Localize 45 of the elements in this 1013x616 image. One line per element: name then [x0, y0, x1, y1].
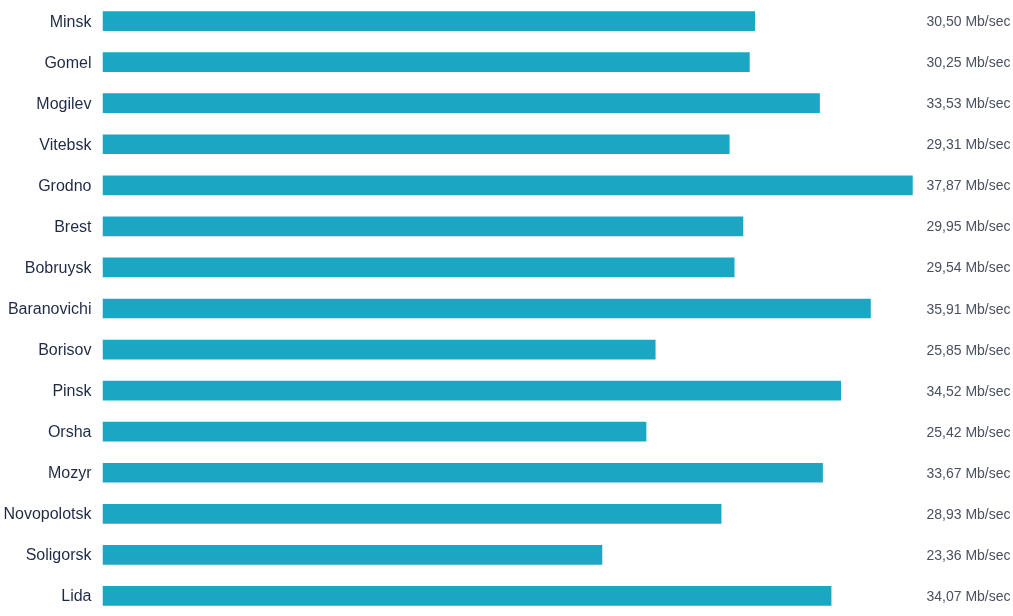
- bar: [102, 52, 750, 72]
- y-tick-label: Gomel: [44, 53, 92, 71]
- bar: [102, 257, 735, 278]
- bar: [102, 380, 842, 401]
- data-label: 33,67 Mb/sec: [926, 464, 1011, 481]
- data-label: 23,36 Mb/sec: [926, 546, 1011, 563]
- y-tick-label: Brest: [54, 217, 93, 235]
- y-tick-label: Grodno: [38, 176, 92, 194]
- y-tick-label: Borisov: [38, 341, 92, 359]
- bar: [102, 93, 820, 114]
- data-label: 34,52 Mb/sec: [926, 382, 1011, 399]
- data-label: 29,31 Mb/sec: [926, 136, 1011, 153]
- bar: [102, 11, 756, 31]
- bar: [102, 216, 744, 237]
- bar: [102, 298, 871, 319]
- y-tick-label: Vitebsk: [39, 135, 93, 153]
- bar: [102, 134, 730, 155]
- data-label: 29,95 Mb/sec: [926, 218, 1011, 235]
- y-tick-label: Novopolotsk: [3, 505, 93, 523]
- data-label: 30,25 Mb/sec: [926, 54, 1011, 71]
- y-tick-label: Soligorsk: [25, 546, 93, 564]
- y-tick-label: Pinsk: [52, 382, 93, 400]
- data-label: 25,85 Mb/sec: [926, 341, 1011, 358]
- bar: [102, 421, 647, 442]
- bar: [102, 586, 832, 606]
- data-label: 25,42 Mb/sec: [926, 423, 1011, 440]
- data-label: 28,93 Mb/sec: [926, 505, 1011, 522]
- bar: [102, 462, 823, 483]
- data-label: 29,54 Mb/sec: [926, 259, 1011, 276]
- bar: [102, 339, 656, 360]
- y-tick-label: Orsha: [47, 423, 92, 441]
- bar: [102, 503, 722, 524]
- data-label: 35,91 Mb/sec: [926, 300, 1011, 317]
- data-label: 37,87 Mb/sec: [926, 177, 1011, 194]
- y-tick-label: Bobruysk: [24, 258, 93, 276]
- y-tick-label: Minsk: [49, 12, 93, 30]
- y-tick-label: Baranovichi: [7, 300, 92, 317]
- bar: [102, 545, 603, 565]
- y-tick-label: Mogilev: [36, 94, 92, 112]
- y-tick-label: Mozyr: [47, 464, 93, 482]
- bar: [102, 175, 913, 196]
- data-label: 33,53 Mb/sec: [926, 95, 1011, 112]
- data-label: 34,07 Mb/sec: [926, 587, 1011, 604]
- data-label: 30,50 Mb/sec: [926, 13, 1011, 30]
- y-tick-label: Lida: [61, 587, 92, 605]
